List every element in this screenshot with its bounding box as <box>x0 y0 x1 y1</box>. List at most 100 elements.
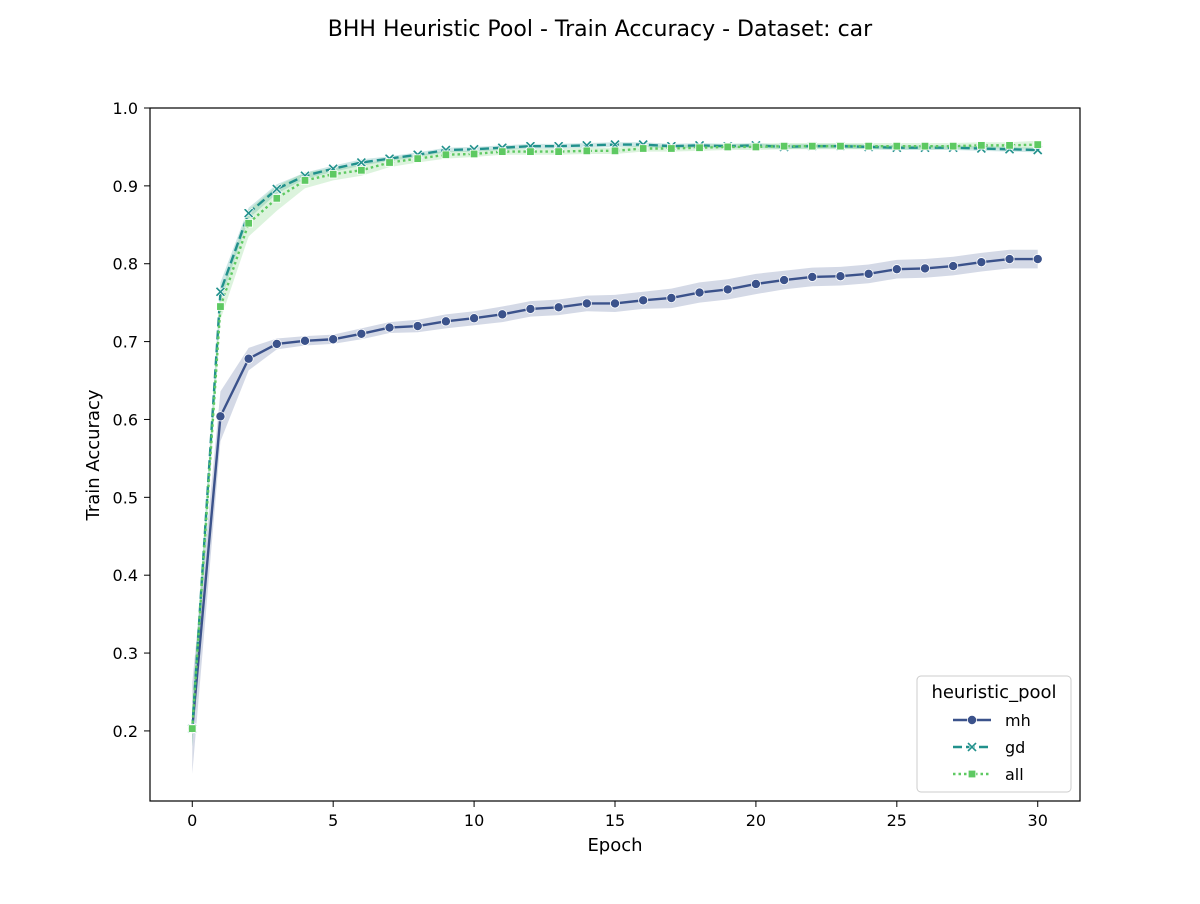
data-point-all <box>244 219 253 228</box>
confidence-band-gd <box>192 142 1038 747</box>
data-point-all <box>779 141 789 151</box>
data-point-all <box>920 141 930 151</box>
data-point-mh <box>525 303 536 314</box>
data-point-mh <box>356 328 367 339</box>
data-point-mh <box>694 287 705 298</box>
confidence-band-all <box>192 140 1038 747</box>
data-point-all <box>892 141 902 151</box>
x-tick-label: 0 <box>187 811 197 830</box>
x-tick-label: 20 <box>746 811 766 830</box>
data-point-mh <box>891 264 902 275</box>
data-point-all <box>300 176 310 185</box>
legend-marker-all <box>967 769 977 779</box>
data-point-all <box>1033 140 1042 149</box>
data-point-all <box>357 166 366 175</box>
data-point-mh <box>581 298 592 309</box>
data-point-all <box>216 302 225 311</box>
data-point-mh <box>920 263 931 274</box>
data-point-mh <box>666 292 677 303</box>
data-point-mh <box>243 353 254 364</box>
data-point-mh <box>835 271 846 282</box>
y-tick-label: 1.0 <box>113 99 138 118</box>
data-point-mh <box>553 302 564 313</box>
confidence-bands <box>192 140 1038 774</box>
y-tick-label: 0.9 <box>113 177 138 196</box>
data-point-all <box>638 144 648 153</box>
x-axis-ticks: 0 5 10 15 20 25 30 <box>187 801 1048 830</box>
data-point-all <box>526 147 535 156</box>
data-point-all <box>188 724 197 733</box>
y-tick-label: 0.6 <box>113 410 138 429</box>
data-point-all <box>610 146 620 156</box>
y-tick-label: 0.5 <box>113 488 138 507</box>
x-axis-label: Epoch <box>587 835 642 856</box>
x-tick-label: 5 <box>328 811 338 830</box>
data-point-mh <box>469 313 480 324</box>
legend-marker-gd <box>966 741 978 753</box>
data-point-mh <box>215 411 226 422</box>
y-tick-label: 0.8 <box>113 255 138 274</box>
data-point-gd <box>243 207 255 219</box>
data-point-mh <box>610 298 621 309</box>
data-point-all <box>751 142 761 152</box>
data-point-mh <box>863 268 874 279</box>
y-tick-label: 0.7 <box>113 333 138 352</box>
data-point-mh <box>948 261 959 272</box>
data-point-all <box>864 141 873 151</box>
series-markers <box>186 139 1044 735</box>
data-point-all <box>695 143 704 152</box>
data-point-mh <box>271 338 282 349</box>
data-point-mh <box>807 271 818 282</box>
data-point-all <box>554 147 563 156</box>
data-point-mh <box>1032 254 1043 265</box>
data-point-all <box>808 141 817 151</box>
legend-label-all: all <box>1005 765 1024 784</box>
data-point-mh <box>779 275 790 286</box>
legend: heuristic_pool mh gd all <box>916 675 1072 793</box>
chart-title: BHH Heuristic Pool - Train Accuracy - Da… <box>328 17 873 42</box>
data-point-mh <box>722 284 733 295</box>
data-point-mh <box>299 335 310 346</box>
legend-label-mh: mh <box>1005 711 1031 730</box>
data-point-all <box>836 141 845 151</box>
data-point-mh <box>328 334 339 345</box>
data-point-gd <box>271 183 283 195</box>
y-tick-label: 0.4 <box>113 566 138 585</box>
data-point-mh <box>976 257 987 268</box>
data-point-all <box>667 144 676 153</box>
y-tick-label: 0.3 <box>113 644 138 663</box>
data-point-all <box>328 169 338 179</box>
data-point-mh <box>1004 254 1015 265</box>
x-tick-label: 15 <box>605 811 625 830</box>
confidence-band-mh <box>192 249 1038 774</box>
legend-box <box>916 675 1072 793</box>
series-lines <box>191 143 1038 729</box>
x-tick-label: 30 <box>1028 811 1048 830</box>
data-point-all <box>723 142 732 152</box>
data-point-all <box>272 194 282 203</box>
data-point-all <box>498 147 507 156</box>
y-axis-ticks: 0.2 0.3 0.4 0.5 0.6 0.7 0.8 0.9 1.0 <box>113 99 150 741</box>
data-point-mh <box>384 322 395 333</box>
data-point-all <box>385 158 394 167</box>
data-point-all <box>413 154 422 163</box>
data-point-all <box>977 141 986 150</box>
x-tick-label: 10 <box>464 811 484 830</box>
y-tick-label: 0.2 <box>113 722 138 741</box>
data-point-mh <box>638 295 649 306</box>
series-line-gd <box>191 143 1038 729</box>
data-point-mh <box>497 309 508 320</box>
legend-entries: mh gd all <box>953 711 1031 784</box>
y-axis-label: Train Accuracy <box>83 389 104 521</box>
data-point-mh <box>412 321 423 332</box>
legend-title: heuristic_pool <box>931 682 1056 703</box>
data-point-all <box>582 146 592 156</box>
data-point-gd <box>215 286 226 298</box>
data-point-all <box>1005 141 1014 150</box>
data-point-mh <box>440 316 451 327</box>
legend-label-gd: gd <box>1005 738 1025 757</box>
data-point-all <box>469 149 479 159</box>
data-point-mh <box>750 278 761 289</box>
